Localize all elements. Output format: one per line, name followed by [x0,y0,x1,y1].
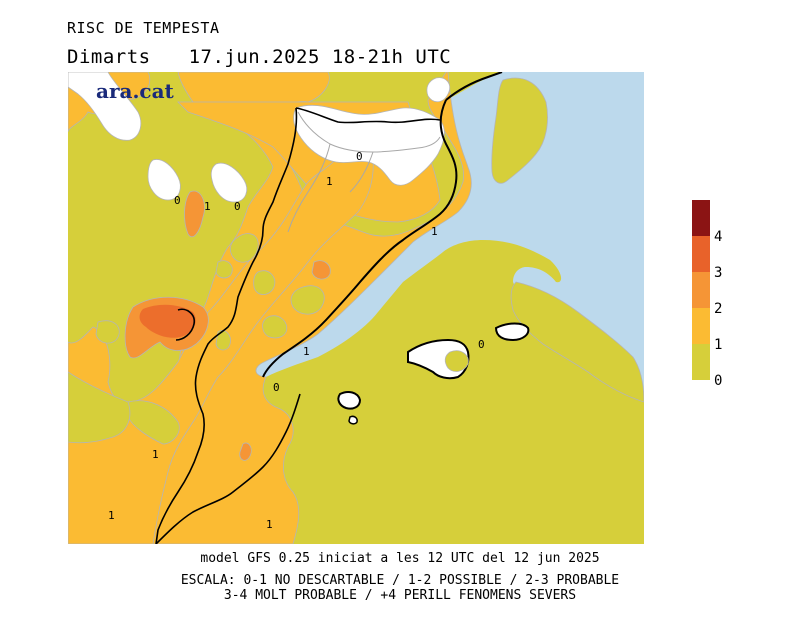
ara-cat-logo: ara.cat [96,79,175,103]
model-info: model GFS 0.25 iniciat a les 12 UTC del … [200,551,600,566]
legend: 4 3 2 1 0 [692,200,722,385]
contour-label: 0 [174,194,181,207]
storm-risk-map: 0 1 0 0 1 1 1 0 0 1 1 1 ara.cat [68,72,644,544]
legend-label: 4 [714,229,722,245]
scale-line: ESCALA: 0-1 NO DESCARTABLE / 1-2 POSSIBL… [180,573,620,588]
legend-label: 3 [714,265,722,281]
contour-label: 1 [204,200,211,213]
menorca [494,322,530,342]
legend-swatch-3-4 [692,236,710,272]
legend-swatch-4-plus [692,200,710,236]
map-subtitle: Dimarts 17.jun.2025 18-21h UTC [67,46,489,68]
legend-swatch-2-3 [692,272,710,308]
contour-label: 1 [108,509,115,522]
map-title: RISC DE TEMPESTA [67,19,220,37]
contour-label: 0 [273,381,280,394]
contour-label: 0 [234,200,241,213]
contour-label: 1 [152,448,159,461]
no-data-area [293,104,445,186]
forecast-datetime: 17.jun.2025 18-21h UTC [188,46,452,68]
contour-label: 1 [431,225,438,238]
legend-swatch-0-1 [692,344,710,380]
legend-label: 0 [714,373,722,385]
contour-label: 1 [266,518,273,531]
ibiza [337,391,362,410]
legend-label: 1 [714,337,722,353]
contour-label: 1 [303,345,310,358]
scale-line: 3-4 MOLT PROBABLE / +4 PERILL FENOMENS S… [223,588,577,603]
coastline [262,72,503,378]
contour-label: 0 [356,150,363,163]
forecast-day: Dimarts [67,46,151,68]
contour-label: 1 [326,175,333,188]
contour-label: 0 [478,338,485,351]
legend-swatch-1-2 [692,308,710,344]
legend-label: 2 [714,301,722,317]
scale-description: ESCALA: 0-1 NO DESCARTABLE / 1-2 POSSIBL… [0,573,800,603]
political-border [155,107,298,544]
risk-zone-3-4 [139,304,196,338]
